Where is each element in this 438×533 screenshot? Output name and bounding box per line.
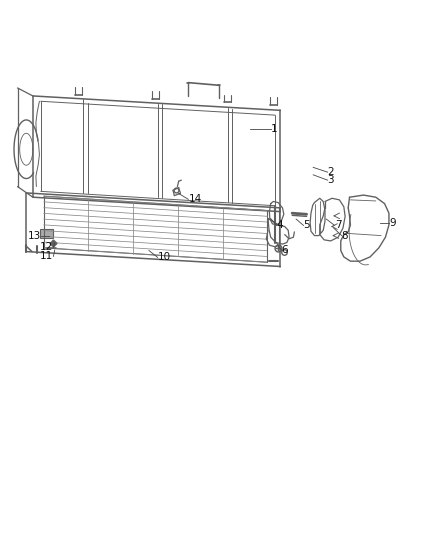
Text: 9: 9 [389, 218, 396, 228]
Text: 3: 3 [328, 175, 334, 185]
Bar [40, 229, 53, 238]
Text: 10: 10 [158, 253, 171, 262]
Text: 5: 5 [304, 221, 310, 230]
Text: 14: 14 [188, 195, 201, 204]
Text: 7: 7 [335, 221, 341, 230]
Text: 4: 4 [277, 221, 283, 230]
Text: 2: 2 [328, 167, 334, 177]
Text: 11: 11 [40, 252, 53, 261]
Text: 1: 1 [271, 124, 277, 134]
Text: 12: 12 [40, 243, 53, 252]
Text: 6: 6 [281, 245, 288, 255]
Text: 13: 13 [28, 231, 41, 241]
Text: 8: 8 [342, 231, 348, 240]
